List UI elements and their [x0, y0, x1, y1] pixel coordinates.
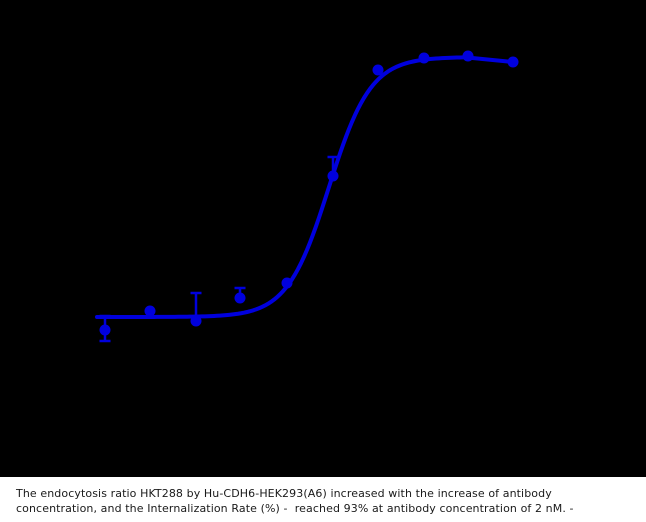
dose-response-chart: [95, 50, 519, 343]
data-point: [507, 56, 519, 68]
chart-canvas: [95, 50, 519, 343]
data-point: [372, 64, 384, 76]
data-point: [418, 52, 430, 64]
figure-caption: The endocytosis ratio HKT288 by Hu-CDH6-…: [0, 477, 646, 522]
data-point: [234, 292, 246, 304]
data-point: [462, 50, 474, 62]
data-point: [144, 305, 156, 317]
data-point: [327, 170, 339, 182]
data-point: [281, 277, 293, 289]
fit-curve: [95, 55, 515, 319]
caption-line-2: concentration, and the Internalization R…: [16, 501, 574, 515]
caption-line-1: The endocytosis ratio HKT288 by Hu-CDH6-…: [16, 487, 552, 500]
data-point: [99, 324, 111, 336]
data-point: [190, 315, 202, 327]
